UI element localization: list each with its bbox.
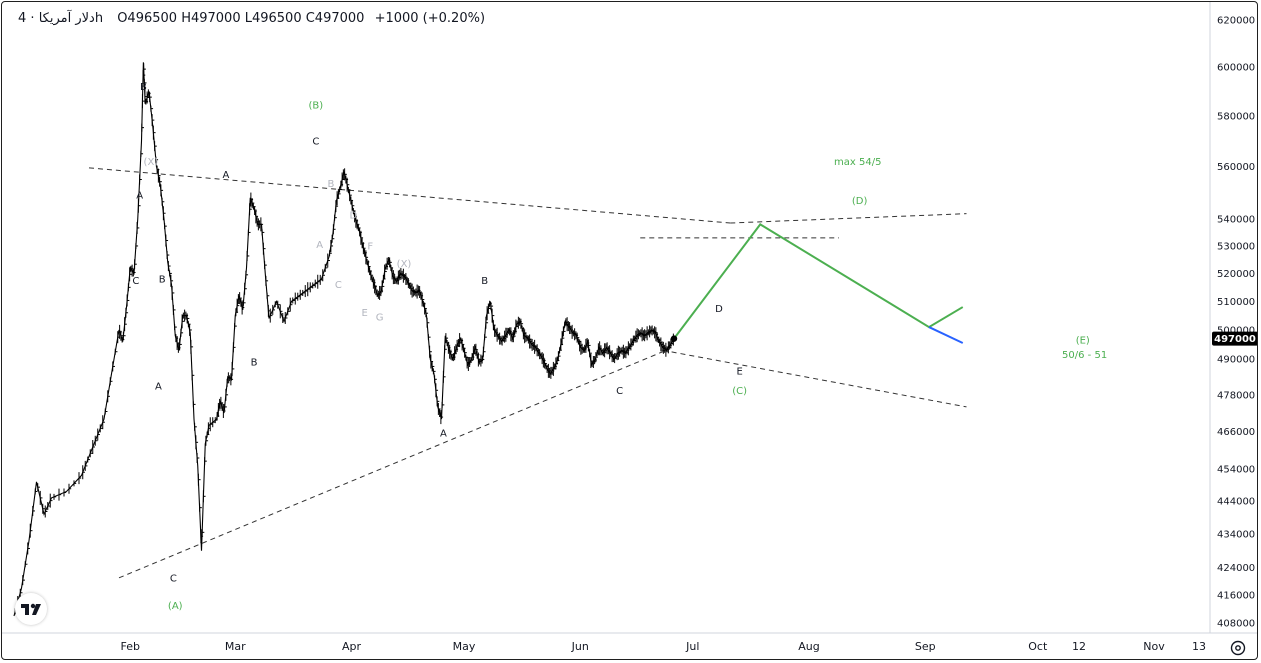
wave-label: (D) — [852, 196, 868, 207]
gear-icon[interactable] — [1228, 638, 1248, 658]
wave-label: A — [136, 191, 143, 202]
wave-label: B — [251, 358, 258, 369]
time-tick-label: May — [453, 640, 476, 653]
wave-label: (A) — [168, 601, 183, 612]
wave-label: D — [350, 211, 358, 222]
time-tick-label: 13 — [1192, 640, 1206, 653]
wave-label: (B) — [309, 100, 324, 111]
last-price-marker: 497000 — [1212, 331, 1257, 346]
wave-label: B — [140, 82, 147, 93]
price-tick-label: 478000 — [1217, 390, 1255, 401]
tradingview-logo-icon[interactable] — [15, 593, 47, 625]
wave-label: B — [159, 274, 166, 285]
wave-label: C — [335, 280, 342, 291]
price-tick-label: 580000 — [1217, 112, 1255, 123]
wave-label: max 54/5 — [834, 157, 881, 168]
projection-line — [673, 223, 964, 340]
price-tick-label: 434000 — [1217, 530, 1255, 541]
price-tick-label: 520000 — [1217, 269, 1255, 280]
wave-label: C — [170, 573, 177, 584]
wave-label: E — [736, 366, 742, 377]
time-tick-label: Sep — [915, 640, 936, 653]
trendline-0 — [88, 167, 731, 224]
time-tick-label: Jul — [685, 640, 699, 653]
last-price-badge — [1212, 331, 1257, 346]
trendline-1 — [730, 213, 967, 224]
ohlc-values: O496500 H497000 L496500 C497000 — [117, 11, 365, 26]
wave-label: 50/6 - 51 — [1062, 350, 1107, 361]
price-tick-label: 540000 — [1217, 215, 1255, 226]
price-series — [13, 62, 676, 617]
trendlines[interactable] — [88, 167, 967, 579]
timeframe-label[interactable]: · 4h — [18, 11, 104, 26]
wave-label: A — [316, 240, 323, 251]
wave-label: A — [155, 381, 162, 392]
price-tick-label: 408000 — [1217, 619, 1255, 630]
price-tick-label: 416000 — [1217, 591, 1255, 602]
projection-path[interactable] — [670, 223, 964, 344]
time-tick-label: Oct — [1028, 640, 1048, 653]
price-change: +1000 (+0.20%) — [374, 11, 486, 26]
price-tick-label: 424000 — [1217, 563, 1255, 574]
wave-label: F — [367, 241, 373, 252]
trendline-2 — [662, 349, 967, 408]
time-tick-label: Apr — [342, 640, 362, 653]
symbol-name[interactable]: دلار آمریکا — [38, 11, 95, 26]
price-tick-label: 466000 — [1217, 427, 1255, 438]
wave-label: (C) — [732, 386, 747, 397]
price-tick-label: 600000 — [1217, 63, 1255, 74]
price-tick-label: 444000 — [1217, 497, 1255, 508]
wave-label: B — [481, 276, 488, 287]
price-tick-label: 560000 — [1217, 162, 1255, 173]
time-axis[interactable]: Feb Mar Apr May Jun Jul Aug Sep Oct 12 Nov 13 — [121, 640, 1206, 653]
trendline-3 — [118, 351, 663, 579]
wave-label: (X) — [397, 259, 412, 270]
time-tick-label: Aug — [798, 640, 819, 653]
price-tick-label: 620000 — [1217, 15, 1255, 26]
price-tick-label: 454000 — [1217, 465, 1255, 476]
time-tick-label: Jun — [571, 640, 589, 653]
time-tick-label: Mar — [225, 640, 246, 653]
chart-header: دلار آمریکا · 4h O496500 H497000 L496500… — [14, 11, 485, 26]
wave-label: A — [440, 429, 447, 440]
current-price-dot — [670, 335, 678, 342]
wave-label: (X) — [144, 157, 159, 168]
wave-label: E — [361, 308, 367, 319]
last-price-label: 497000 — [1214, 334, 1256, 345]
time-tick-label: Feb — [121, 640, 140, 653]
wave-label: G — [376, 313, 384, 324]
wave-label: B — [327, 179, 334, 190]
price-line — [13, 62, 675, 617]
price-tick-label: 510000 — [1217, 297, 1255, 308]
wave-label: (E) — [1076, 336, 1090, 347]
price-tick-label: 500000 — [1217, 325, 1255, 336]
wave-label: C — [312, 137, 319, 148]
wave-label: D — [715, 304, 723, 315]
wave-label: C — [132, 276, 139, 287]
wave-label: C — [616, 386, 623, 397]
price-tick-label: 490000 — [1217, 355, 1255, 366]
time-tick-label: Nov — [1143, 640, 1165, 653]
price-tick-label: 530000 — [1217, 241, 1255, 252]
price-axis[interactable]: 620000 600000 580000 560000 540000 530000 5200… — [1217, 15, 1255, 629]
time-tick-label: 12 — [1072, 640, 1086, 653]
projection-tail — [928, 326, 964, 344]
wave-label: A — [222, 170, 229, 181]
